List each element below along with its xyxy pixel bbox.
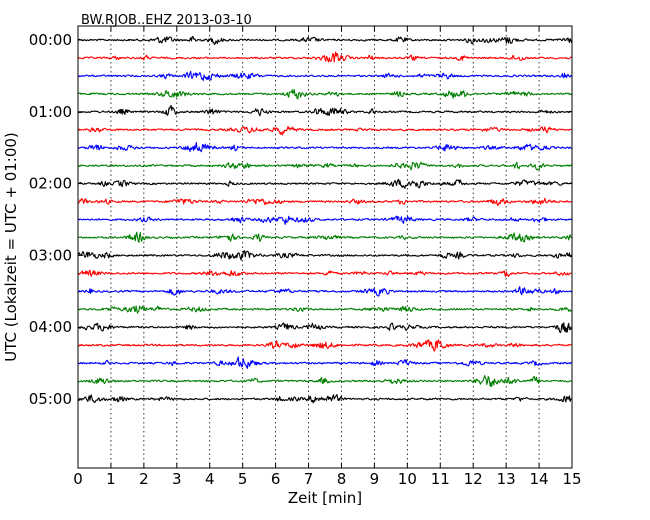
x-tick-label: 1 (106, 470, 116, 488)
y-tick-label: 00:00 (29, 31, 72, 49)
y-axis-ticks: 00:00 01:00 02:00 03:00 04:00 05:00 (29, 31, 572, 408)
y-tick-label: 01:00 (29, 103, 72, 121)
y-axis-title: UTC (Lokalzeit = UTC + 01:00) (2, 132, 20, 362)
trace-line (77, 125, 572, 136)
x-tick-label: 15 (562, 470, 581, 488)
trace-line (77, 105, 572, 117)
trace-line (77, 286, 572, 297)
trace-line (77, 161, 572, 171)
x-tick-label: 14 (530, 470, 549, 488)
trace-line (77, 375, 572, 387)
chart-title: BW.RJOB..EHZ 2013-03-10 (81, 13, 252, 28)
y-tick-label: 04:00 (29, 318, 72, 336)
x-tick-label: 12 (464, 470, 483, 488)
y-tick-label: 02:00 (29, 175, 72, 193)
x-tick-label: 2 (139, 470, 149, 488)
trace-line (77, 141, 572, 153)
x-tick-label: 7 (304, 470, 314, 488)
seismic-traces (77, 35, 573, 404)
grid-lines (110, 26, 540, 468)
trace-line (77, 322, 572, 334)
x-tick-label: 11 (431, 470, 450, 488)
plot-frame (77, 25, 573, 469)
y-tick-label: 05:00 (29, 390, 72, 408)
x-tick-label: 0 (73, 470, 83, 488)
trace-line (77, 339, 572, 352)
plot-background (78, 26, 572, 468)
x-axis-title: Zeit [min] (288, 489, 362, 507)
trace-line (77, 197, 572, 207)
trace-line (77, 394, 572, 404)
trace-line (77, 356, 572, 369)
x-tick-label: 4 (205, 470, 215, 488)
trace-line (77, 70, 572, 82)
trace-line (77, 231, 572, 244)
y-tick-label: 03:00 (29, 246, 72, 264)
x-tick-label: 8 (337, 470, 347, 488)
trace-line (77, 178, 572, 189)
x-tick-label: 5 (238, 470, 248, 488)
trace-line (77, 269, 572, 278)
trace-line (77, 250, 572, 261)
x-tick-label: 3 (172, 470, 182, 488)
trace-line (77, 51, 572, 63)
trace-line (77, 305, 572, 314)
x-tick-label: 13 (497, 470, 516, 488)
x-tick-label: 9 (370, 470, 380, 488)
trace-line (77, 89, 572, 100)
trace-line (77, 215, 572, 225)
trace-line (77, 35, 573, 46)
x-tick-label: 6 (271, 470, 281, 488)
x-tick-label: 10 (398, 470, 417, 488)
x-axis-ticks: 0 1 2 3 4 5 6 7 8 9 10 11 12 13 14 15 (73, 26, 582, 488)
